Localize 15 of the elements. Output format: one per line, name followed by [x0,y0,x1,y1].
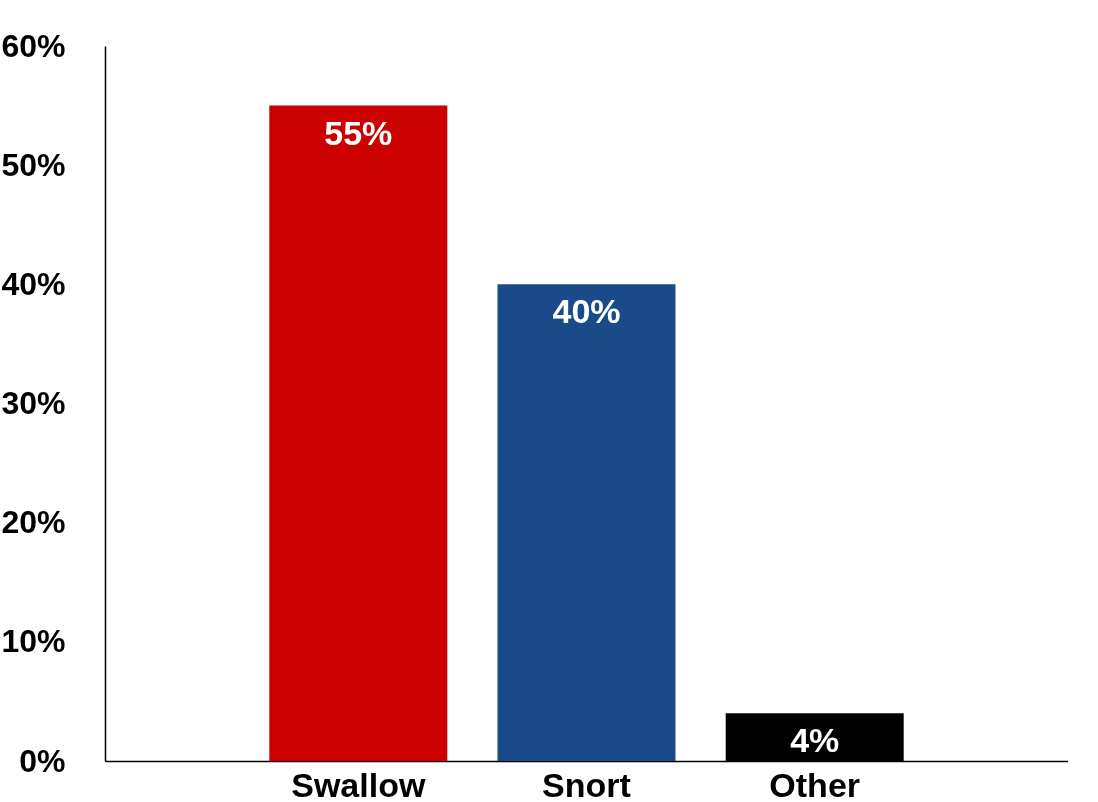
y-tick-label: 30% [1,385,66,421]
y-tick-label: 60% [1,27,66,64]
y-tick-label: 20% [1,504,66,541]
x-tick-label: Snort [542,765,631,802]
y-tick-label: 40% [1,265,66,302]
data-label: 55% [324,113,393,152]
x-tick-label: Other [769,765,861,802]
data-label: 4% [790,721,840,760]
x-tick-label: Swallow [291,765,426,802]
bar [497,284,676,761]
data-label: 40% [552,292,621,331]
y-tick-label: 0% [19,742,66,779]
bar [269,105,448,761]
y-tick-label: 50% [1,146,66,183]
y-tick-label: 10% [1,623,66,660]
